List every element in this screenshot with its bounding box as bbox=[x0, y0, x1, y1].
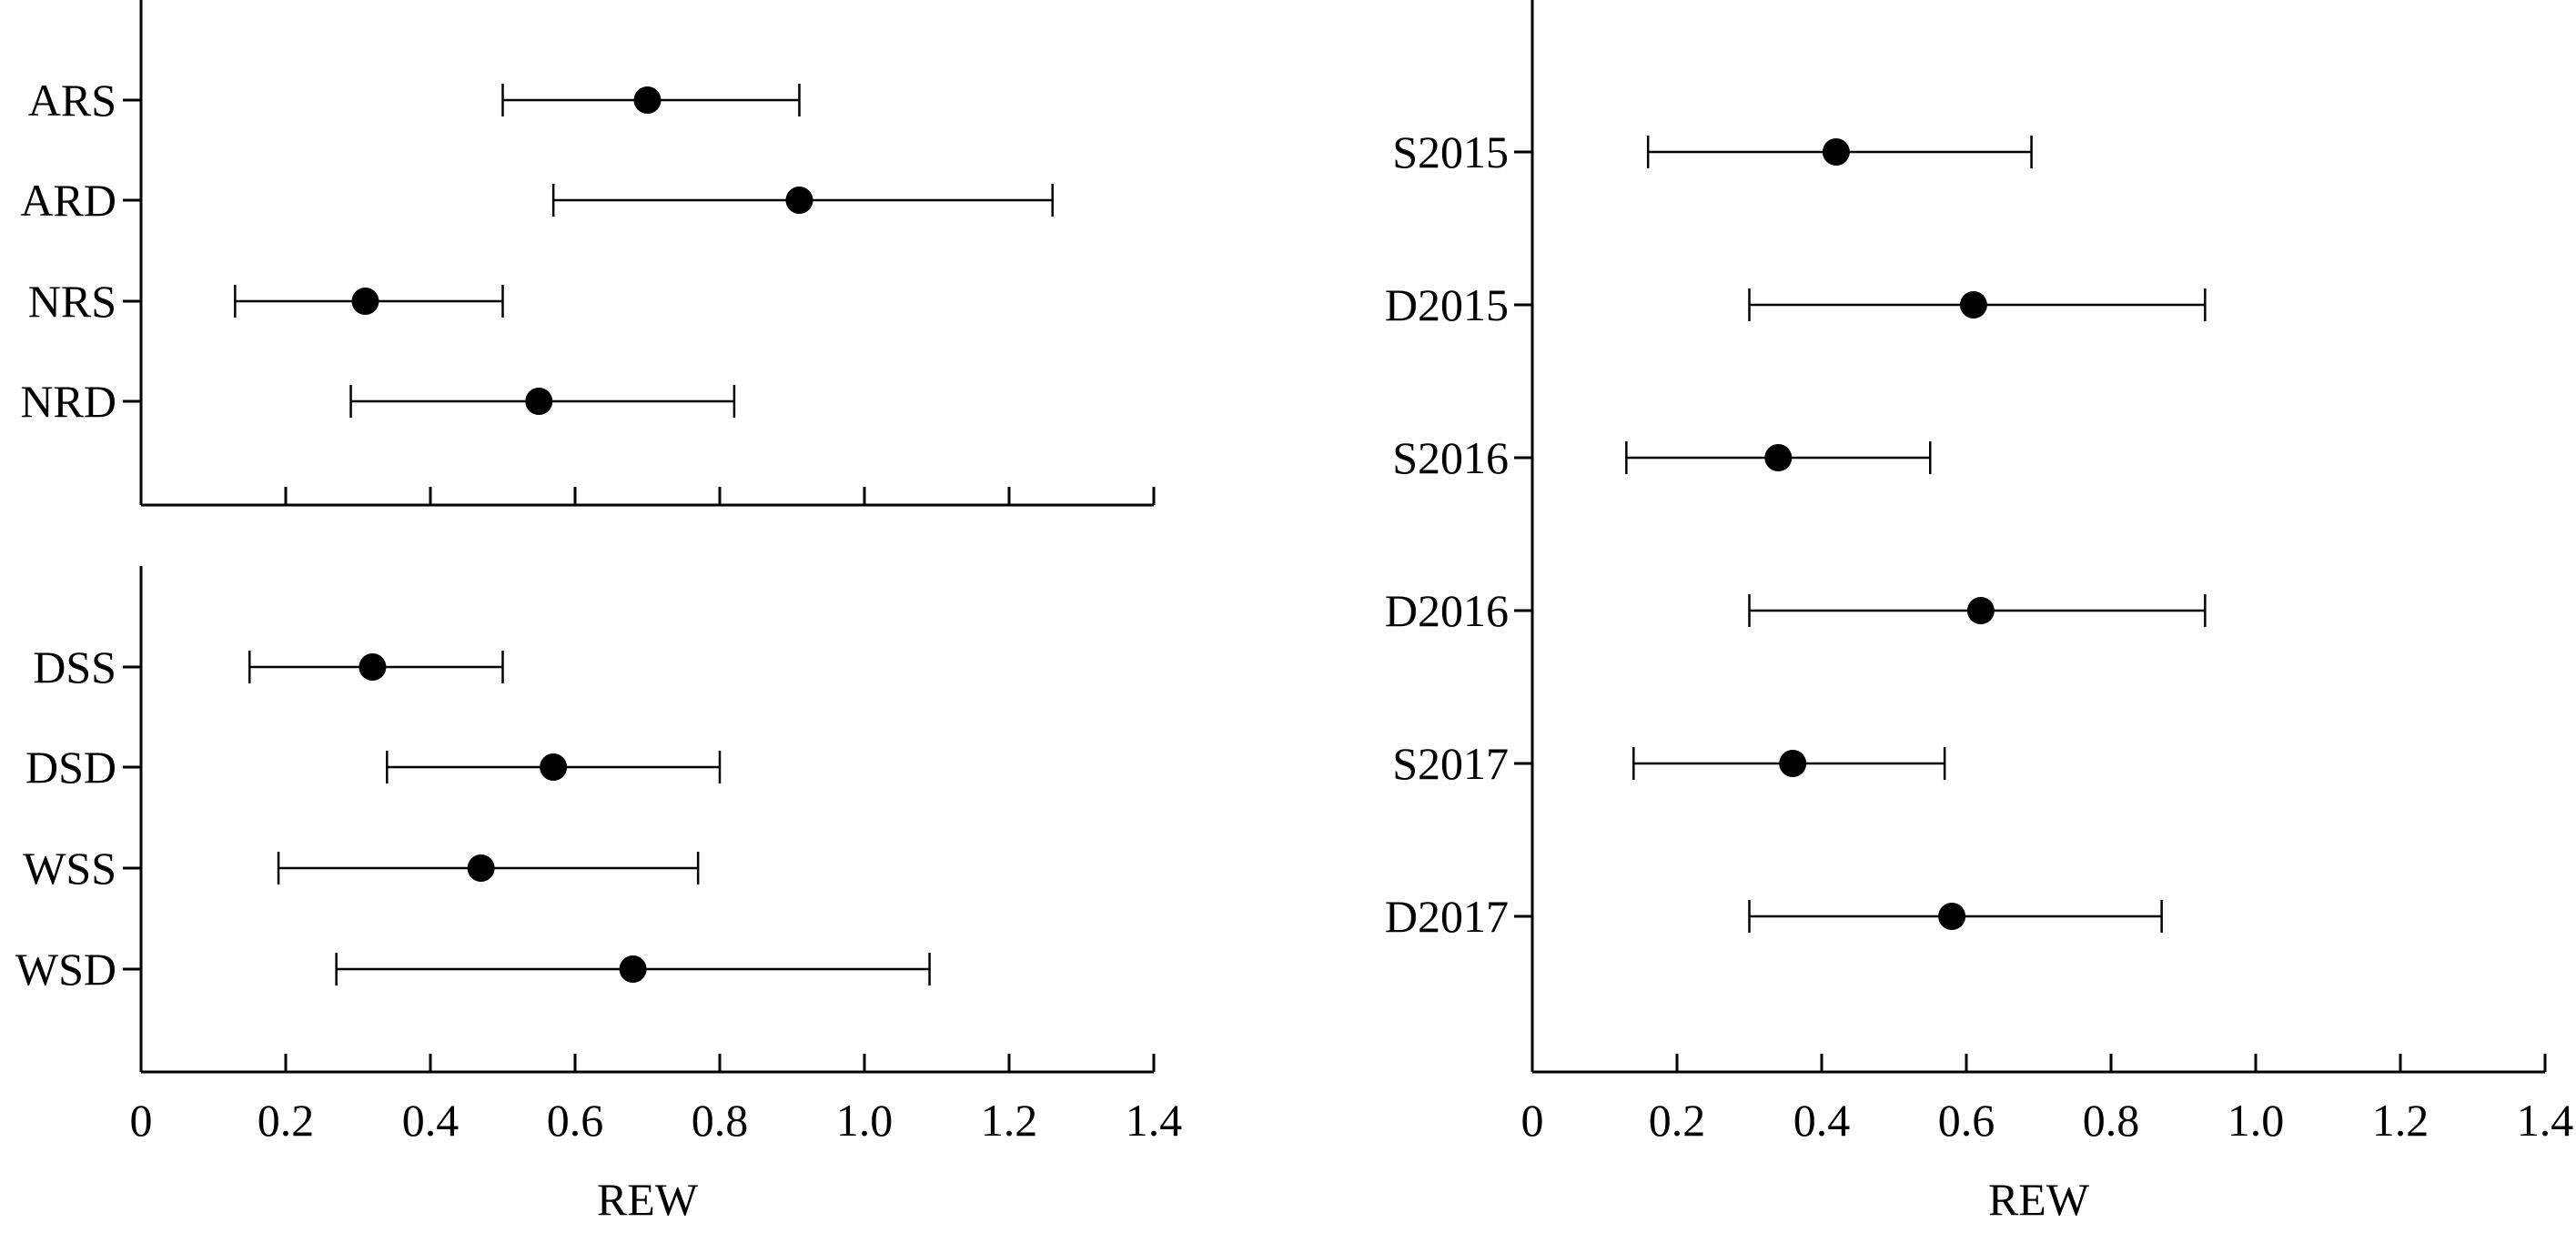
data-point bbox=[1966, 597, 1995, 624]
data-point bbox=[525, 388, 553, 415]
category-label: D2017 bbox=[1385, 891, 1509, 942]
x-tick-label: 0.6 bbox=[1938, 1095, 1995, 1146]
data-point bbox=[1822, 138, 1850, 166]
chart-panel-2: 0 0.2 0.4 0.6 0.8 1.0 1.2 1.4 REW DSS DSD WSS WSD bbox=[15, 566, 1182, 1225]
category-label: DSS bbox=[33, 642, 116, 692]
data-point bbox=[359, 653, 387, 681]
data-point bbox=[1779, 750, 1807, 777]
category-label: ARS bbox=[28, 75, 116, 126]
x-tick-label: 1.4 bbox=[2517, 1095, 2574, 1146]
category-label: WSD bbox=[15, 944, 116, 995]
x-tick-label: 0.2 bbox=[258, 1095, 315, 1146]
data-point bbox=[467, 854, 495, 882]
x-tick-label: 0 bbox=[130, 1095, 153, 1146]
x-tick-label: 0.8 bbox=[692, 1095, 749, 1146]
data-point bbox=[633, 86, 662, 114]
category-label: D2015 bbox=[1385, 279, 1509, 330]
data-point bbox=[1938, 903, 1966, 930]
x-tick-label: 0.4 bbox=[402, 1095, 460, 1146]
x-tick-label: 0 bbox=[1521, 1095, 1544, 1146]
x-tick-label: 1.0 bbox=[2227, 1095, 2285, 1146]
category-label: S2017 bbox=[1392, 738, 1509, 789]
category-label: S2016 bbox=[1392, 432, 1509, 483]
chart-panel-1: ARS ARD NRS NRD bbox=[20, 0, 1156, 507]
x-tick-label: 0.2 bbox=[1649, 1095, 1706, 1146]
x-axis-title: REW bbox=[1988, 1174, 2090, 1225]
x-axis-title: REW bbox=[597, 1174, 699, 1225]
x-tick-label: 1.4 bbox=[1126, 1095, 1183, 1146]
category-label: ARD bbox=[20, 175, 116, 226]
data-point bbox=[540, 753, 568, 781]
x-tick-label: 0.6 bbox=[547, 1095, 604, 1146]
data-point bbox=[351, 288, 379, 315]
data-point bbox=[1959, 291, 1987, 318]
data-point bbox=[785, 187, 813, 214]
data-point bbox=[1764, 444, 1793, 471]
category-label: NRS bbox=[28, 276, 116, 327]
x-tick-label: 1.0 bbox=[836, 1095, 894, 1146]
category-label: DSD bbox=[25, 742, 116, 793]
category-label: D2016 bbox=[1385, 585, 1509, 636]
category-label: S2015 bbox=[1392, 126, 1509, 177]
x-tick-label: 0.4 bbox=[1793, 1095, 1851, 1146]
category-label: NRD bbox=[20, 376, 116, 427]
x-tick-label: 1.2 bbox=[2372, 1095, 2430, 1146]
x-tick-label: 1.2 bbox=[981, 1095, 1038, 1146]
chart-panel-3: 0 0.2 0.4 0.6 0.8 1.0 1.2 1.4 REW S2015 D2015 S2016… bbox=[1385, 0, 2573, 1225]
category-label: WSS bbox=[23, 843, 116, 894]
x-tick-label: 0.8 bbox=[2083, 1095, 2140, 1146]
data-point bbox=[619, 955, 647, 983]
